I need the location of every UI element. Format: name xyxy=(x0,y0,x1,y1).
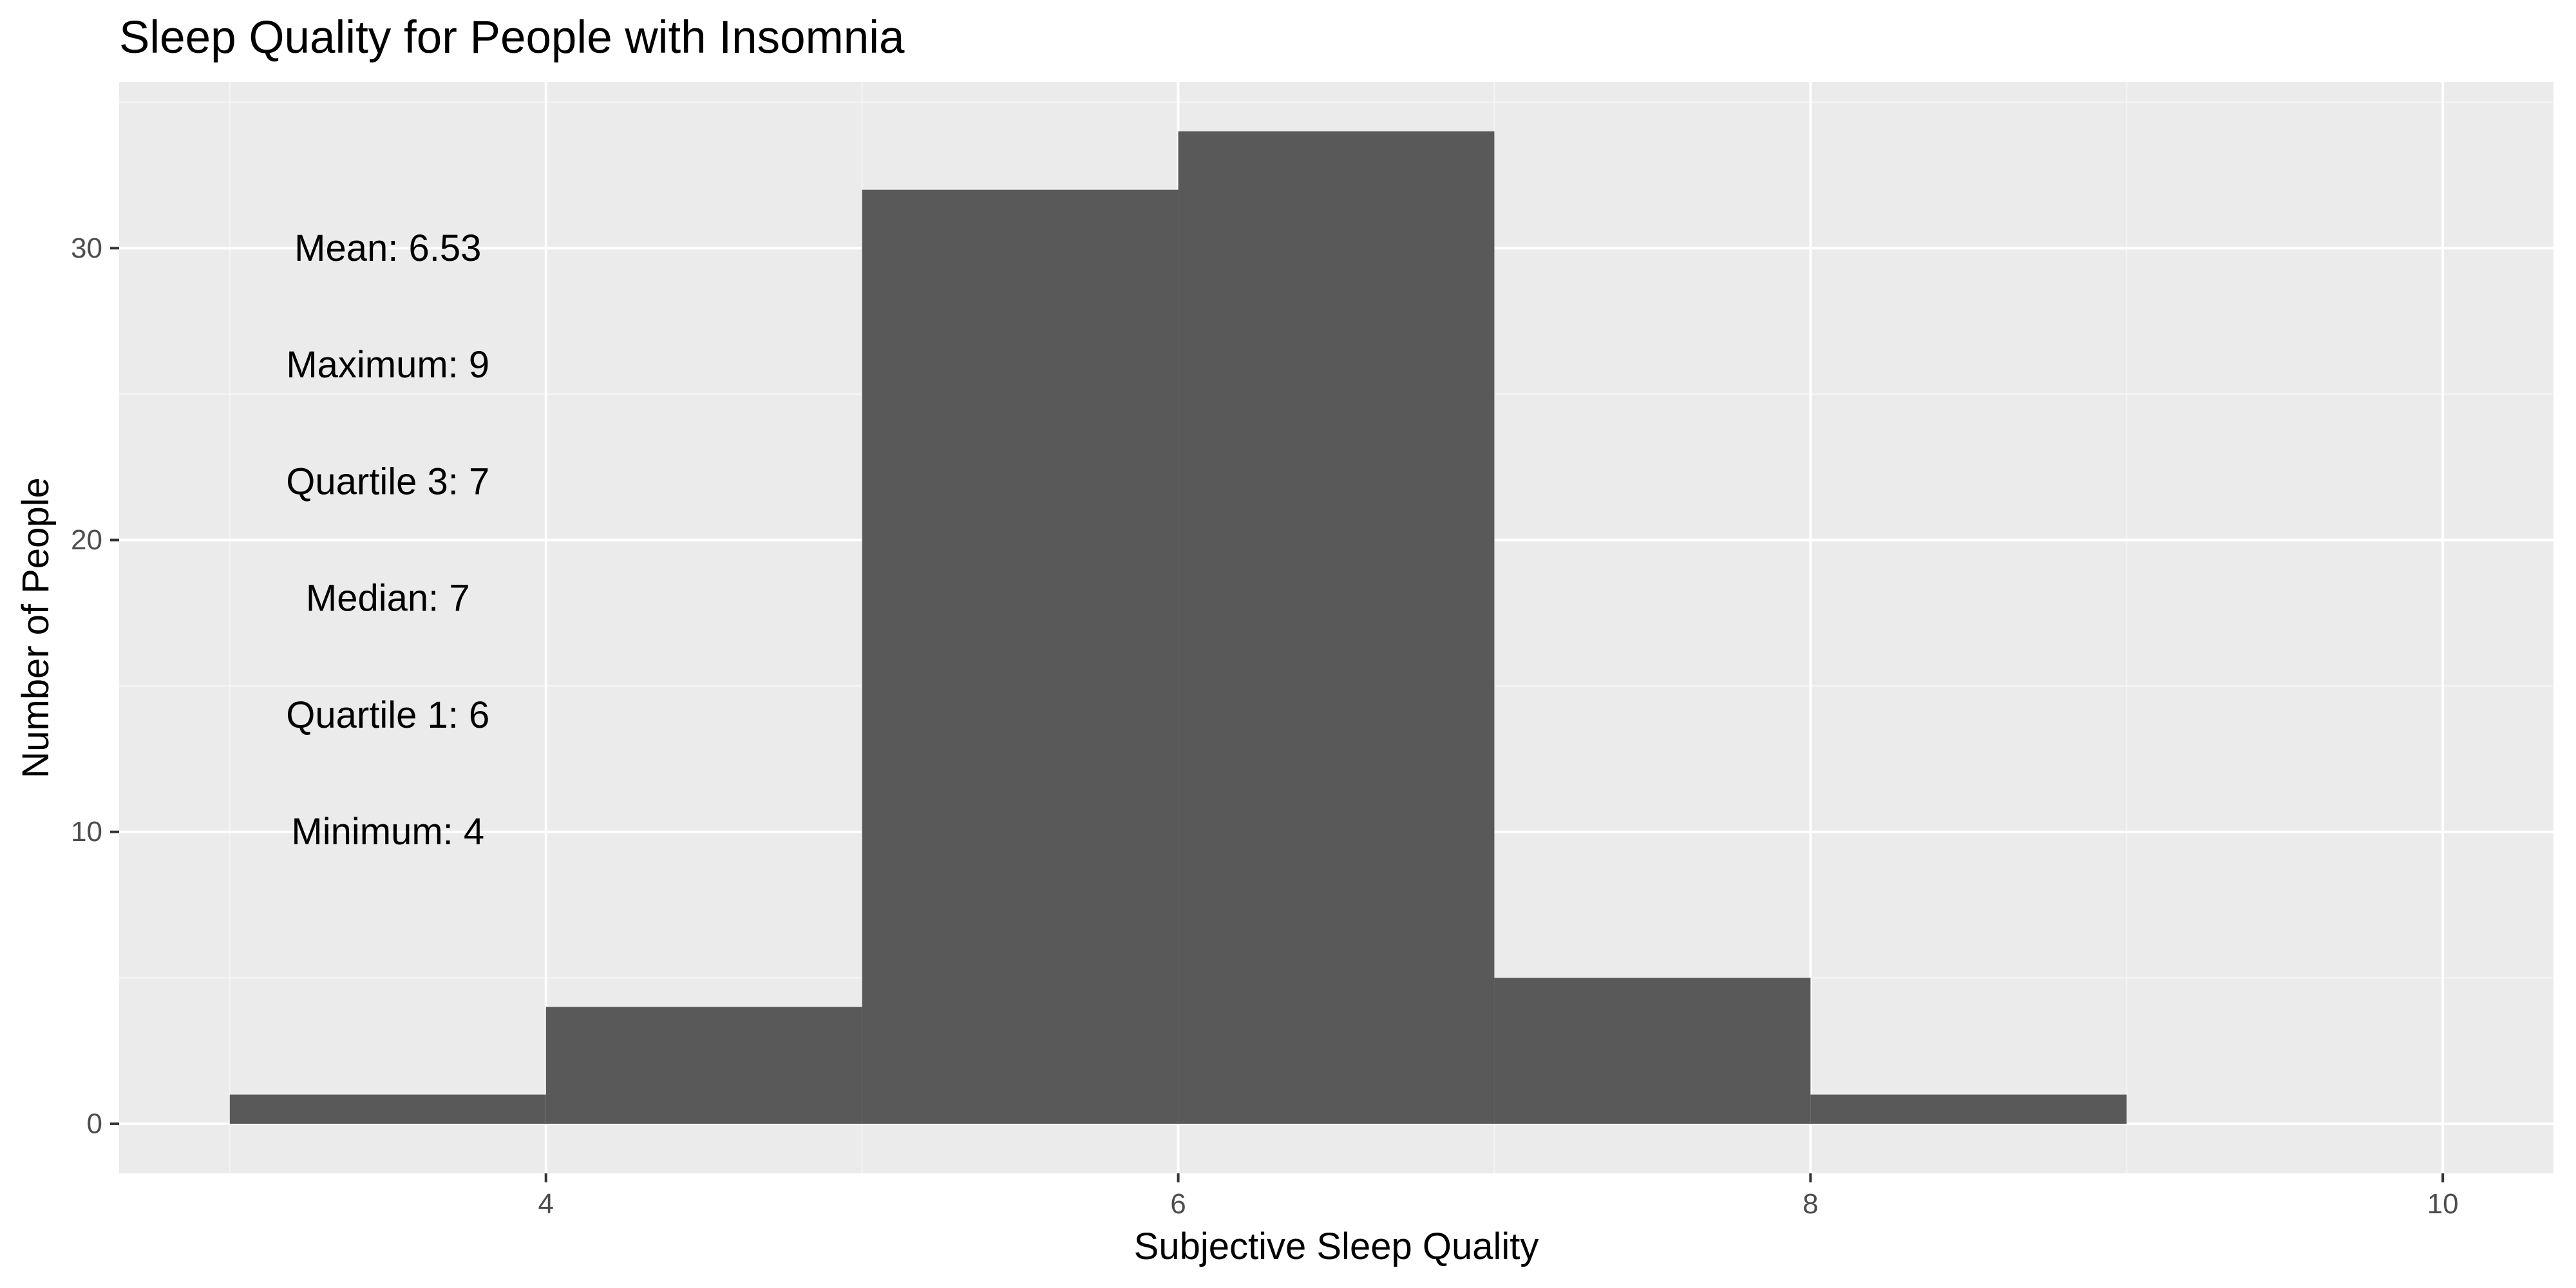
summary-annotation: Maximum: 9 xyxy=(286,344,489,386)
histogram-bars xyxy=(229,131,2127,1124)
y-axis: 0 10 20 30 xyxy=(71,232,119,1139)
histogram-bar xyxy=(1178,131,1495,1124)
histogram-bar xyxy=(1810,1094,2127,1124)
summary-annotation: Median: 7 xyxy=(306,578,470,620)
histogram-bar xyxy=(862,189,1179,1124)
x-tick-label: 10 xyxy=(2427,1188,2459,1220)
y-tick-label: 10 xyxy=(71,816,102,848)
x-axis-title: Subjective Sleep Quality xyxy=(1134,1226,1539,1267)
x-axis: 4 6 8 10 xyxy=(538,1173,2459,1220)
y-tick-label: 20 xyxy=(71,524,102,556)
y-tick-label: 0 xyxy=(87,1108,102,1139)
histogram-bar xyxy=(1494,978,1811,1124)
x-tick-label: 6 xyxy=(1170,1188,1186,1220)
y-tick-label: 30 xyxy=(71,232,102,264)
y-axis-title: Number of People xyxy=(15,477,57,778)
x-tick-label: 8 xyxy=(1803,1188,1818,1220)
summary-annotations: Mean: 6.53 Maximum: 9 Quartile 3: 7 Median:… xyxy=(286,227,489,853)
summary-annotation: Mean: 6.53 xyxy=(294,227,481,269)
histogram-bar xyxy=(229,1094,546,1124)
summary-annotation: Quartile 3: 7 xyxy=(286,460,489,502)
chart-title: Sleep Quality for People with Insomnia xyxy=(119,12,905,63)
summary-annotation: Minimum: 4 xyxy=(291,811,484,853)
x-tick-label: 4 xyxy=(538,1188,553,1220)
summary-annotation: Quartile 1: 6 xyxy=(286,694,489,736)
histogram-bar xyxy=(545,1007,862,1124)
